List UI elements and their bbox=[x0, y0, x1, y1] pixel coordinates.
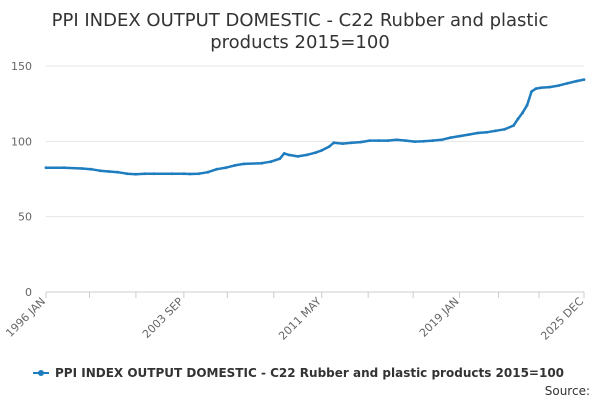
data-point[interactable] bbox=[575, 79, 578, 83]
data-point[interactable] bbox=[80, 167, 84, 170]
data-point[interactable] bbox=[548, 85, 551, 89]
x-tick-label: 2019 JAN bbox=[417, 295, 462, 340]
legend-label: PPI INDEX OUTPUT DOMESTIC - C22 Rubber a… bbox=[55, 366, 564, 380]
data-point[interactable] bbox=[557, 84, 560, 87]
data-point[interactable] bbox=[467, 133, 470, 137]
data-point[interactable] bbox=[314, 151, 318, 155]
y-tick-label: 50 bbox=[18, 211, 32, 224]
legend[interactable]: PPI INDEX OUTPUT DOMESTIC - C22 Rubber a… bbox=[33, 366, 564, 380]
series-line-0 bbox=[46, 78, 585, 176]
data-point[interactable] bbox=[215, 167, 219, 171]
y-axis: 0 50 100 150 bbox=[11, 60, 32, 299]
data-point[interactable] bbox=[332, 141, 336, 145]
data-point[interactable] bbox=[566, 81, 569, 85]
data-point[interactable] bbox=[359, 140, 363, 144]
data-point[interactable] bbox=[296, 155, 300, 158]
data-point[interactable] bbox=[386, 139, 390, 143]
data-point[interactable] bbox=[413, 140, 417, 144]
data-point[interactable] bbox=[534, 87, 538, 90]
data-point[interactable] bbox=[341, 142, 345, 146]
data-point[interactable] bbox=[134, 172, 138, 176]
data-point[interactable] bbox=[282, 152, 286, 155]
data-point[interactable] bbox=[170, 172, 174, 176]
y-tick-label: 100 bbox=[11, 135, 32, 148]
data-point[interactable] bbox=[182, 172, 186, 176]
data-point[interactable] bbox=[521, 111, 524, 115]
data-point[interactable] bbox=[44, 166, 48, 170]
data-point[interactable] bbox=[404, 139, 408, 143]
data-point[interactable] bbox=[368, 139, 372, 143]
data-point[interactable] bbox=[327, 145, 331, 149]
data-point[interactable] bbox=[485, 130, 488, 134]
x-axis: 1996 JAN 2003 SEP 2011 MAY 2019 JAN 2025 DEC bbox=[3, 292, 586, 343]
legend-swatch-marker bbox=[38, 370, 44, 376]
gridlines bbox=[46, 65, 584, 218]
data-point[interactable] bbox=[116, 170, 120, 174]
data-point[interactable] bbox=[422, 139, 425, 143]
data-point[interactable] bbox=[320, 149, 324, 152]
x-tick-label: 1996 JAN bbox=[3, 295, 48, 340]
data-point[interactable] bbox=[494, 129, 497, 133]
data-point[interactable] bbox=[242, 162, 246, 166]
data-point[interactable] bbox=[530, 90, 533, 93]
data-point[interactable] bbox=[525, 103, 529, 107]
data-point[interactable] bbox=[89, 167, 93, 171]
data-point[interactable] bbox=[107, 170, 111, 173]
chart-title-line2: products 2015=100 bbox=[210, 32, 390, 53]
data-point[interactable] bbox=[395, 138, 399, 142]
data-point[interactable] bbox=[287, 153, 291, 157]
data-point[interactable] bbox=[440, 138, 443, 142]
data-point[interactable] bbox=[539, 86, 542, 90]
data-point[interactable] bbox=[188, 172, 192, 176]
data-point[interactable] bbox=[512, 124, 515, 127]
data-point[interactable] bbox=[503, 127, 506, 131]
x-tick-label: 2025 DEC bbox=[538, 295, 586, 343]
data-point[interactable] bbox=[458, 134, 461, 138]
data-point[interactable] bbox=[98, 169, 102, 173]
y-tick-label: 0 bbox=[25, 286, 32, 299]
data-point[interactable] bbox=[377, 139, 381, 143]
data-point[interactable] bbox=[350, 141, 354, 145]
data-point[interactable] bbox=[260, 161, 264, 165]
data-point[interactable] bbox=[449, 136, 452, 140]
data-point[interactable] bbox=[278, 157, 282, 161]
data-point[interactable] bbox=[233, 164, 237, 167]
data-point[interactable] bbox=[206, 170, 210, 174]
data-point[interactable] bbox=[197, 172, 201, 176]
x-tick-label: 2011 MAY bbox=[276, 295, 324, 343]
data-point[interactable] bbox=[476, 131, 479, 135]
data-point[interactable] bbox=[143, 172, 147, 176]
data-point[interactable] bbox=[305, 153, 309, 157]
data-point[interactable] bbox=[516, 117, 520, 121]
y-tick-label: 150 bbox=[11, 60, 32, 73]
source-label: Source: bbox=[545, 384, 590, 398]
data-point[interactable] bbox=[269, 160, 273, 164]
chart-title-line1: PPI INDEX OUTPUT DOMESTIC - C22 Rubber a… bbox=[52, 10, 549, 31]
data-point[interactable] bbox=[224, 166, 228, 170]
data-point[interactable] bbox=[152, 172, 156, 176]
data-point[interactable] bbox=[582, 78, 586, 81]
data-point[interactable] bbox=[431, 139, 434, 143]
data-point[interactable] bbox=[62, 166, 66, 170]
data-point[interactable] bbox=[125, 172, 129, 176]
x-tick-label: 2003 SEP bbox=[140, 295, 186, 341]
series-layer bbox=[44, 78, 586, 176]
